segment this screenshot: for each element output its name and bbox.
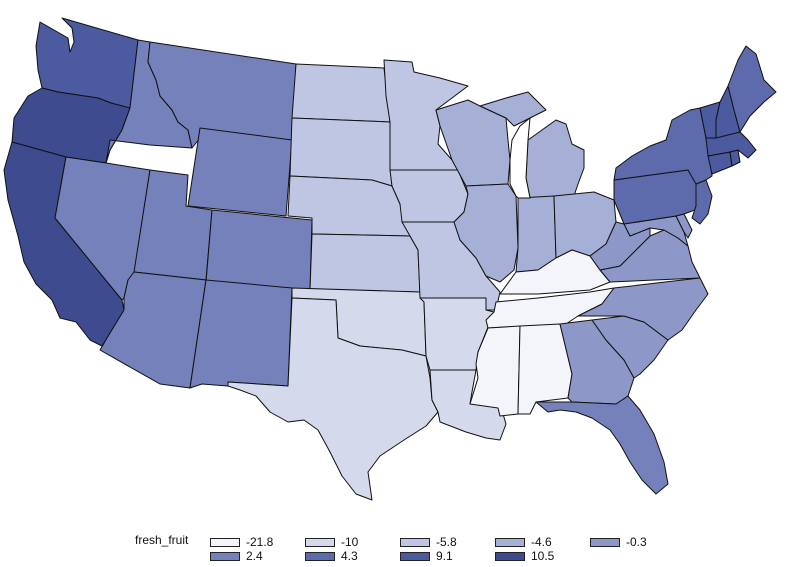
state-kansas	[309, 233, 421, 293]
state-texas	[227, 297, 439, 501]
lake-michigan	[509, 116, 531, 199]
state-louisiana	[429, 369, 507, 441]
state-minnesota	[383, 59, 469, 171]
state-south-dakota	[289, 117, 393, 187]
state-rhode-island	[729, 149, 741, 167]
state-wyoming	[187, 127, 293, 217]
state-new-york	[613, 107, 713, 185]
state-massachusetts	[705, 131, 757, 159]
state-north-carolina	[577, 277, 709, 341]
state-north-dakota	[291, 63, 391, 123]
state-new-jersey	[691, 179, 713, 225]
state-colorado	[205, 209, 313, 293]
state-indiana	[515, 195, 557, 273]
state-florida	[535, 395, 669, 495]
state-maine	[727, 45, 777, 133]
state-new-mexico	[189, 279, 293, 389]
state-iowa	[389, 169, 469, 223]
